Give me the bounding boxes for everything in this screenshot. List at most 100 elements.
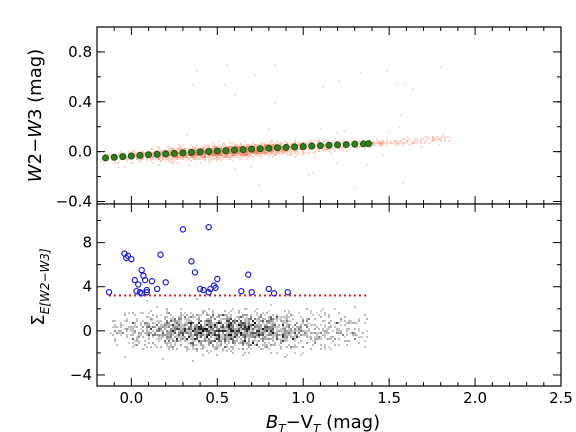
density-cell [252, 342, 254, 344]
density-cell [276, 314, 278, 316]
density-cell [136, 320, 138, 322]
density-cell [168, 342, 170, 344]
density-cell [306, 152, 308, 154]
density-cell [288, 150, 290, 152]
density-cell [326, 138, 328, 140]
bottom-axes-frame [96, 203, 562, 387]
density-cell [178, 328, 180, 330]
density-cell [124, 356, 126, 358]
density-cell [264, 150, 266, 152]
density-cell [256, 328, 258, 330]
density-cell [136, 326, 138, 328]
density-cell [284, 332, 286, 334]
density-cell [150, 158, 152, 160]
density-cell [212, 148, 214, 150]
density-cell [184, 328, 186, 330]
density-cell [260, 144, 262, 146]
density-cell [180, 318, 182, 320]
density-cell [218, 336, 220, 338]
density-cell [380, 144, 382, 146]
density-cell [190, 322, 192, 324]
density-cell [210, 328, 212, 330]
density-cell [226, 338, 228, 340]
density-cell [334, 150, 336, 152]
density-cell [306, 144, 308, 146]
density-cell [184, 318, 186, 320]
density-cell [272, 314, 274, 316]
density-cell [354, 328, 356, 330]
density-cell [150, 320, 152, 322]
density-cell [208, 332, 210, 334]
density-cell [278, 150, 280, 152]
density-cell [264, 330, 266, 332]
density-cell [328, 140, 330, 142]
density-cell [336, 132, 338, 134]
density-cell [184, 156, 186, 158]
density-cell [426, 136, 428, 138]
density-cell [286, 336, 288, 338]
density-cell [136, 318, 138, 320]
density-cell [178, 146, 180, 148]
density-cell [310, 310, 312, 312]
density-cell [364, 314, 366, 316]
density-cell [188, 328, 190, 330]
density-cell [244, 140, 246, 142]
density-cell [258, 322, 260, 324]
density-cell [272, 156, 274, 158]
density-cell [202, 154, 204, 156]
density-cell [328, 316, 330, 318]
density-cell [228, 342, 230, 344]
density-cell [294, 156, 296, 158]
density-cell [380, 146, 382, 148]
density-cell [270, 140, 272, 142]
density-cell [302, 154, 304, 156]
density-cell [174, 318, 176, 320]
density-cell [190, 334, 192, 336]
density-cell [290, 292, 292, 294]
density-cell [248, 352, 250, 354]
density-cell [304, 152, 306, 154]
density-cell [420, 140, 422, 142]
density-cell [206, 328, 208, 330]
density-cell [164, 318, 166, 320]
density-cell [142, 158, 144, 160]
density-cell [170, 318, 172, 320]
density-cell [282, 330, 284, 332]
density-cell [348, 320, 350, 322]
density-cell [190, 342, 192, 344]
density-cell [340, 330, 342, 332]
density-cell [230, 336, 232, 338]
density-cell [146, 328, 148, 330]
density-cell [170, 148, 172, 150]
density-cell [248, 144, 250, 146]
density-cell [320, 338, 322, 340]
density-cell [228, 338, 230, 340]
density-cell [264, 148, 266, 150]
density-cell [244, 152, 246, 154]
density-cell [120, 152, 122, 154]
density-cell [100, 158, 102, 160]
density-cell [206, 324, 208, 326]
density-cell [406, 136, 408, 138]
density-cell [180, 314, 182, 316]
density-cell [156, 330, 158, 332]
density-cell [230, 324, 232, 326]
density-cell [250, 332, 252, 334]
density-cell [162, 324, 164, 326]
density-cell [432, 136, 434, 138]
density-cell [306, 342, 308, 344]
density-cell [152, 326, 154, 328]
density-cell [268, 128, 270, 130]
density-cell [306, 324, 308, 326]
density-cell [290, 144, 292, 146]
density-cell [132, 326, 134, 328]
density-cell [174, 322, 176, 324]
density-cell [236, 326, 238, 328]
density-cell [248, 156, 250, 158]
density-cell [262, 150, 264, 152]
density-cell [254, 154, 256, 156]
density-cell [248, 338, 250, 340]
density-cell [186, 160, 188, 162]
density-cell [282, 322, 284, 324]
density-cell [206, 334, 208, 336]
